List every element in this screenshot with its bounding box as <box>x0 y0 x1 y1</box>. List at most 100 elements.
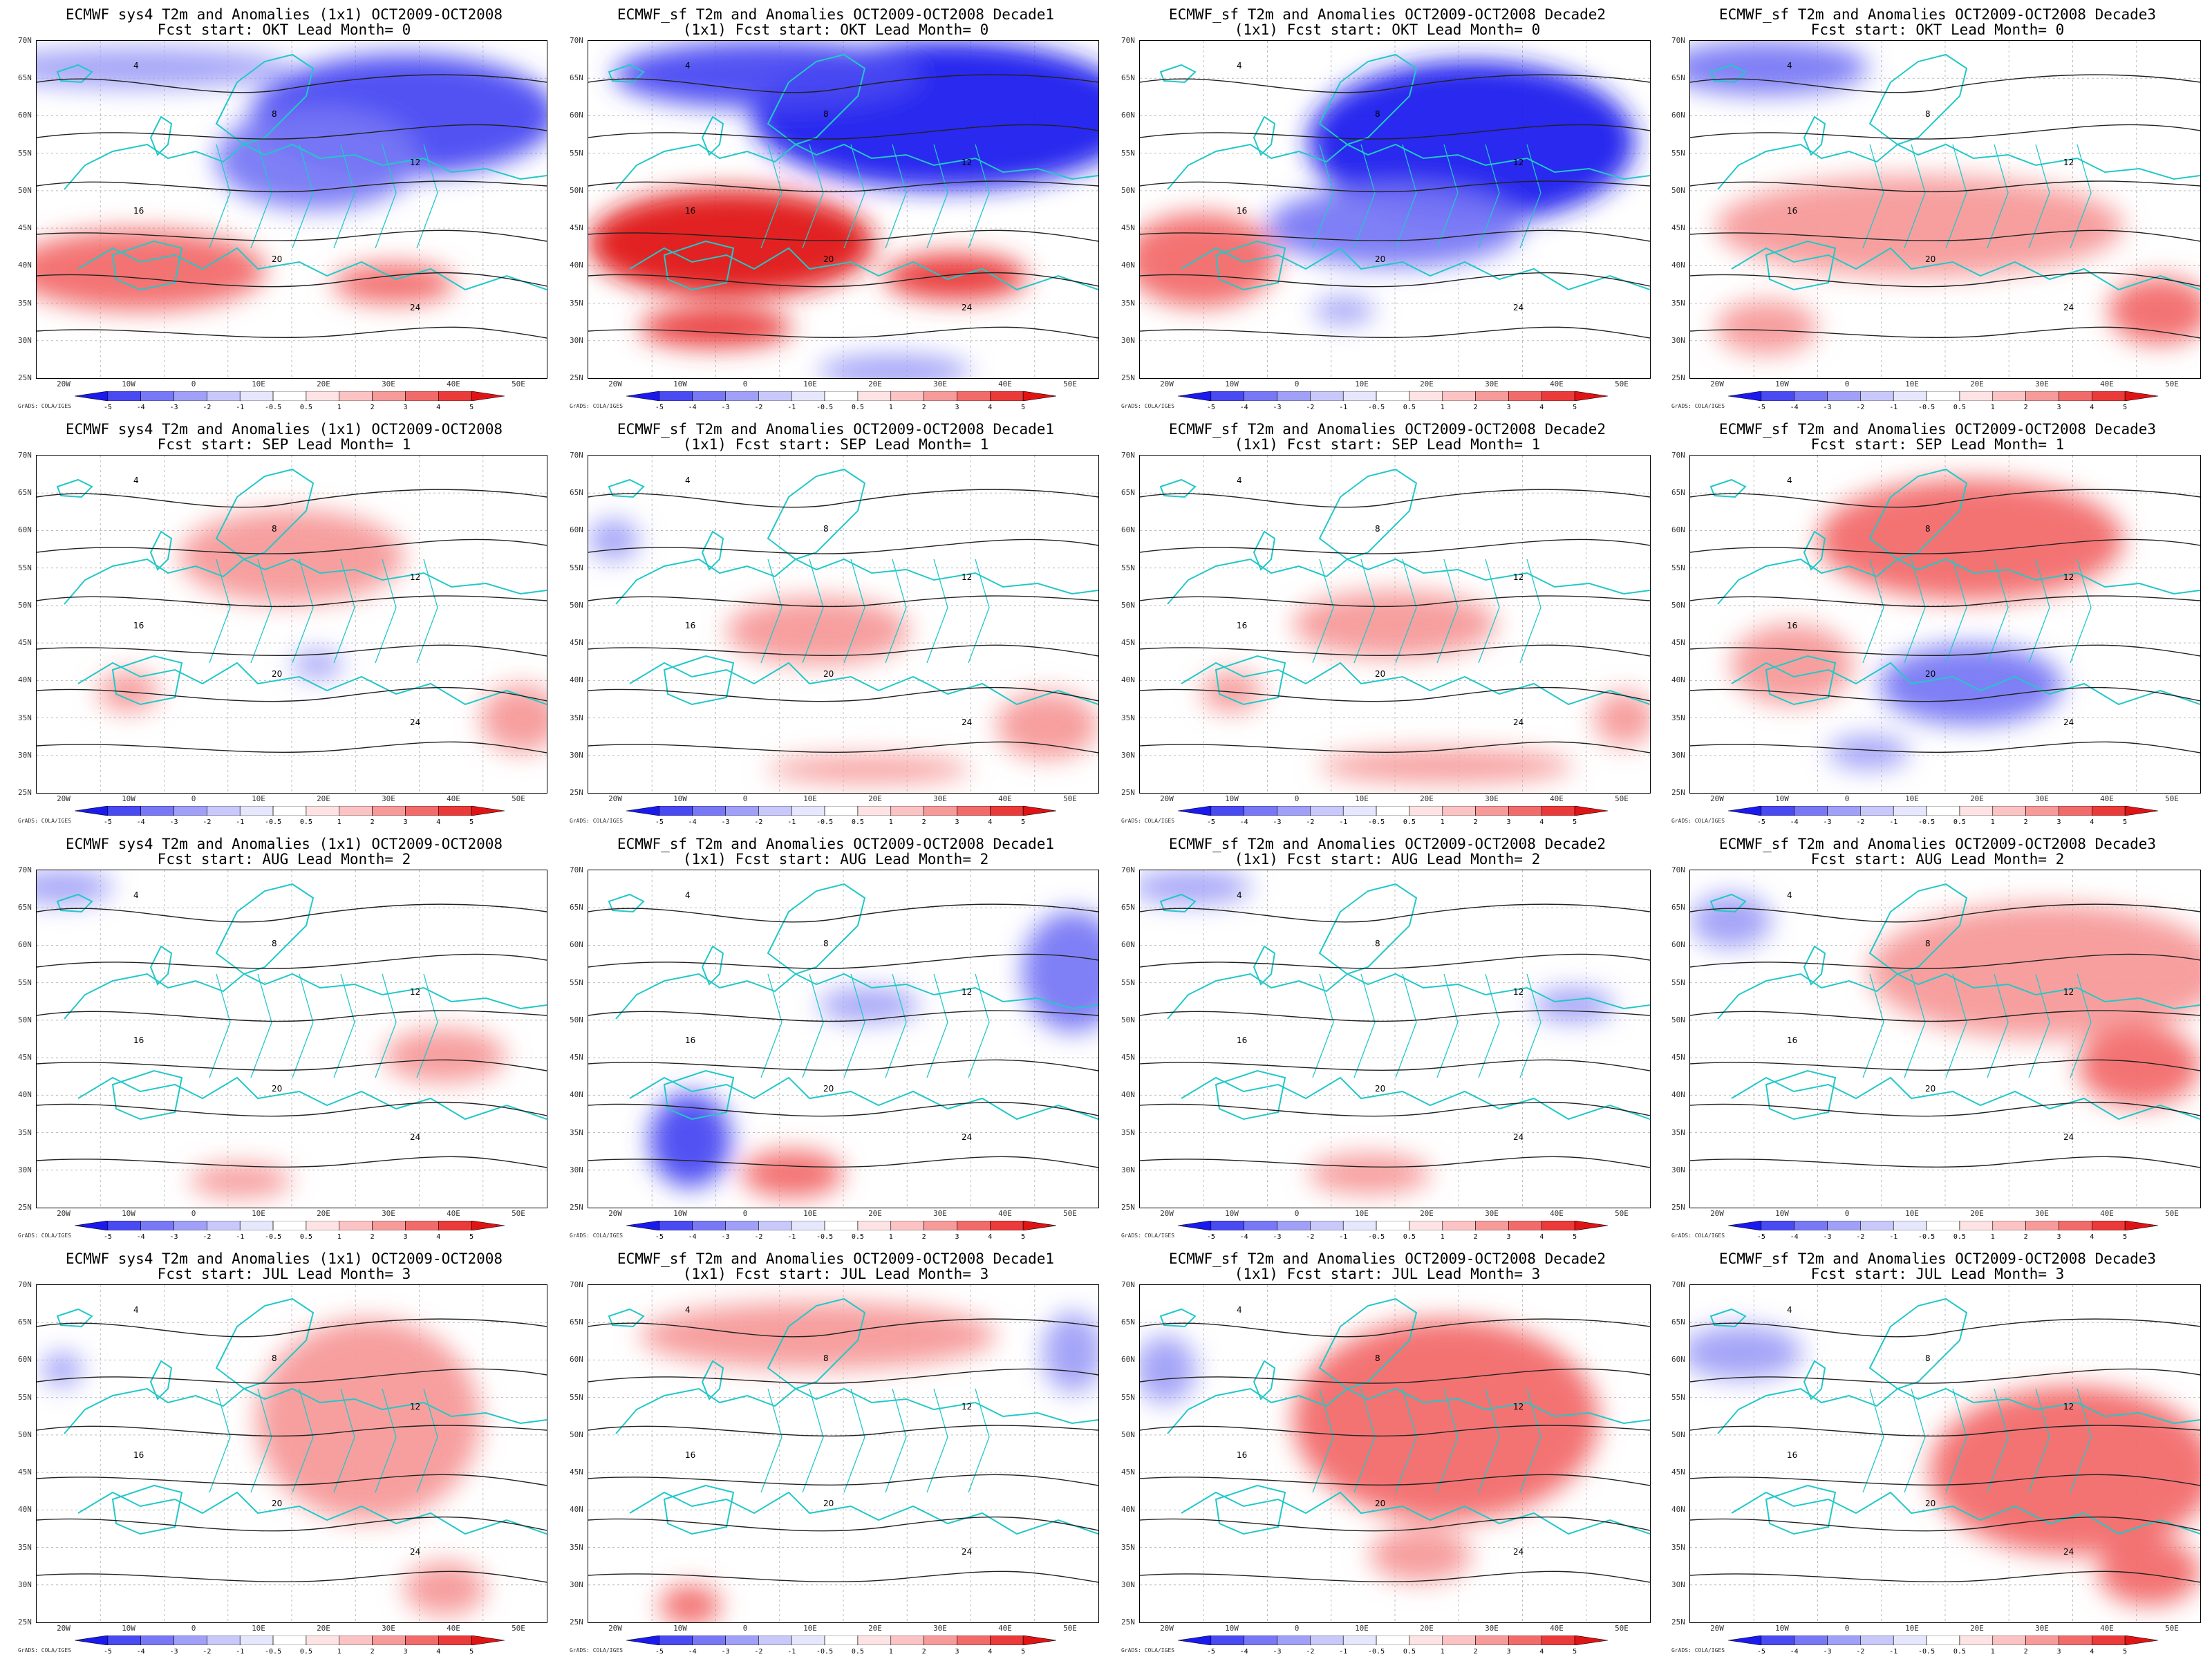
latitude-label: 70N <box>1121 451 1135 460</box>
country-border <box>1353 1388 1376 1493</box>
country-border <box>250 559 272 664</box>
contour-label: 12 <box>1513 572 1524 582</box>
temperature-contour <box>1140 595 1650 608</box>
contour-label: 8 <box>823 1353 829 1363</box>
colorbar-segment <box>1310 806 1344 816</box>
colorbar-segment <box>1244 391 1277 401</box>
country-border <box>1862 1388 1884 1493</box>
longitude-label: 10E <box>1355 379 1369 388</box>
colorbar-segment <box>1376 391 1410 401</box>
temperature-contour <box>588 272 1098 288</box>
longitude-label: 50E <box>2165 379 2179 388</box>
colorbar-tick-label: 5 <box>1573 818 1577 826</box>
colorbar-tick-label: 5 <box>469 1648 474 1656</box>
panel-title: ECMWF_sf T2m and Anomalies OCT2009-OCT20… <box>617 836 1055 852</box>
map-plot: 4 8 12 16 20 24 <box>1689 1284 2201 1623</box>
colorbar-tick-label: 4 <box>1539 1648 1544 1656</box>
colorbar-segment <box>1508 806 1542 816</box>
longitude-label: 20E <box>868 1209 882 1218</box>
colorbar-segment <box>824 391 859 401</box>
cold-anomaly-shading <box>1313 297 1375 324</box>
country-border <box>1312 1388 1334 1493</box>
coastline <box>1868 53 1968 146</box>
colorbar-segment <box>405 1221 439 1230</box>
contour-label: 4 <box>133 61 139 71</box>
colorbar-tick-label: 2 <box>921 1648 926 1656</box>
contour-label: 12 <box>1513 158 1524 167</box>
colorbar-segment <box>471 1635 505 1645</box>
longitude-label: 0 <box>191 1209 196 1218</box>
contour-label: 24 <box>962 1132 972 1142</box>
coastline <box>1167 1387 1650 1434</box>
longitude-label: 10E <box>803 794 817 803</box>
longitude-label: 20W <box>608 794 622 803</box>
longitude-label: 40E <box>998 1209 1012 1218</box>
contour-label: 12 <box>410 158 420 167</box>
colorbar-segment <box>1210 806 1244 816</box>
latitude-label: 30N <box>570 1580 583 1589</box>
temperature-contour <box>1140 489 1650 508</box>
latitude-label: 70N <box>18 451 32 460</box>
colorbar-tick-label: 2 <box>2023 818 2028 826</box>
longitude-label: 10E <box>252 1624 265 1633</box>
longitude-label: 10E <box>1905 1209 1919 1218</box>
country-border <box>375 973 397 1078</box>
contour-label: 16 <box>685 1450 695 1460</box>
contour-label: 4 <box>1787 476 1792 485</box>
colorbar-segment <box>857 1635 892 1645</box>
temperature-contour <box>37 180 547 193</box>
longitude-label: 10W <box>673 794 687 803</box>
contour-label: 12 <box>962 158 972 167</box>
country-border <box>1987 973 2009 1078</box>
colorbar-segment <box>659 1221 693 1230</box>
warm-anomaly-shading <box>1929 1386 2200 1555</box>
latitude-label: 70N <box>1671 451 1685 460</box>
temperature-contour <box>37 1010 547 1022</box>
colorbar-tick-label: -3 <box>721 404 730 411</box>
coastline <box>629 662 1098 706</box>
colorbar-segment <box>372 391 406 401</box>
longitude-label: 20W <box>57 1624 71 1633</box>
panel-subtitle: (1x1) Fcst start: OKT Lead Month= 0 <box>1234 21 1541 38</box>
latitude-label: 55N <box>18 1392 32 1402</box>
country-border <box>1987 1388 2009 1493</box>
colorbar-tick-label: -0.5 <box>1918 1233 1936 1241</box>
colorbar-tick-label: -3 <box>721 1233 730 1241</box>
colorbar-segment <box>2092 806 2126 816</box>
country-border <box>1395 559 1417 664</box>
colorbar-tick-label: 4 <box>2090 1233 2094 1241</box>
latitude-label: 55N <box>1671 563 1685 572</box>
country-border <box>209 144 231 249</box>
latitude-label: 45N <box>1671 223 1685 233</box>
longitude-label: 20E <box>317 1209 330 1218</box>
country-border <box>760 973 782 1078</box>
coastline <box>1868 468 1968 561</box>
latitude-label: 50N <box>1121 1015 1135 1024</box>
country-border <box>760 559 782 664</box>
colorbar-segment <box>1022 391 1056 401</box>
colorbar-segment <box>2092 1221 2126 1230</box>
longitude-label: 50E <box>2165 1209 2179 1218</box>
colorbar-tick-label: 3 <box>2056 1233 2061 1241</box>
colorbar-tick-label: -2 <box>1306 1648 1315 1656</box>
contour-label: 8 <box>823 109 829 119</box>
contour-label: 24 <box>962 718 972 727</box>
contour-label: 8 <box>1925 109 1931 119</box>
coastline <box>1765 1484 1837 1535</box>
contour-label: 16 <box>133 206 144 216</box>
colorbar-tick-label: 5 <box>1021 1648 1026 1656</box>
colorbar-segment <box>1926 1635 1960 1645</box>
latitude-label: 40N <box>1121 675 1135 685</box>
country-border <box>1478 973 1500 1078</box>
longitude-label: 10E <box>803 1624 817 1633</box>
colorbar-segment <box>1409 391 1443 401</box>
longitude-label: 50E <box>1063 1624 1077 1633</box>
longitude-label: 0 <box>1844 1624 1850 1633</box>
coastline <box>1167 143 1650 190</box>
colorbar-tick-label: -2 <box>1856 1648 1865 1656</box>
country-border <box>209 559 231 664</box>
country-border <box>1312 559 1334 664</box>
longitude-label: 0 <box>1844 379 1850 388</box>
colorbar-segment <box>272 806 307 816</box>
colorbar-tick-label: -0.5 <box>265 818 282 826</box>
